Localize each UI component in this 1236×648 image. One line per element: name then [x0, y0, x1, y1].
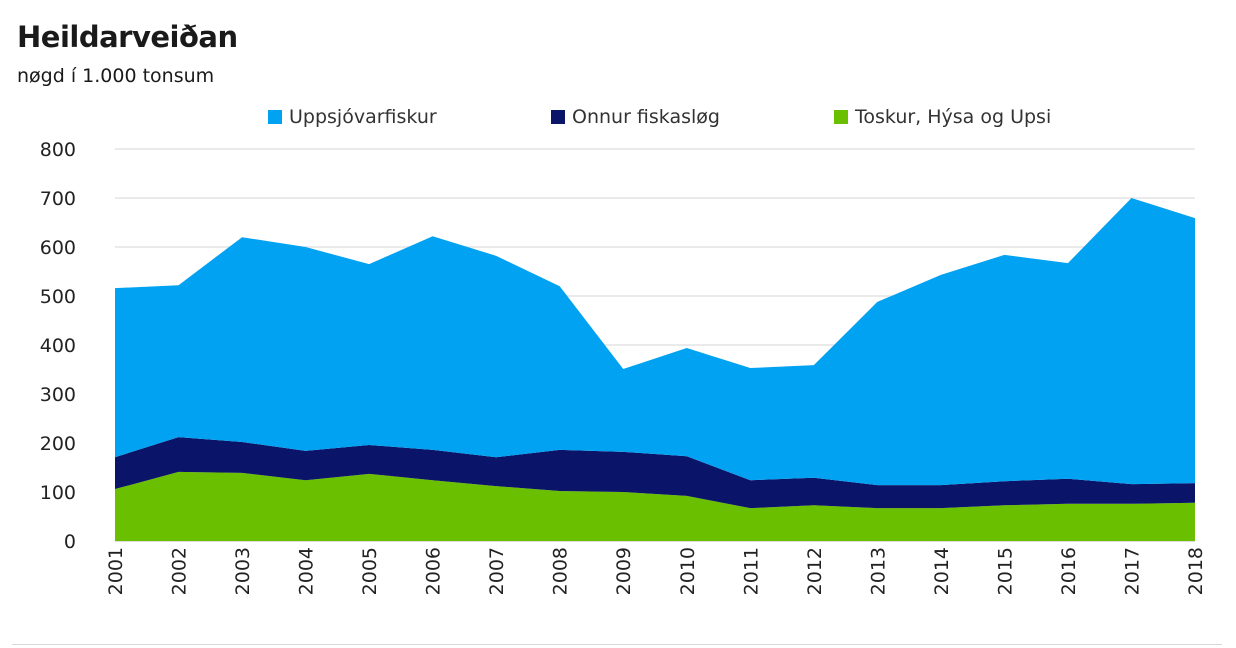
legend-swatch	[551, 110, 565, 124]
x-tick-label: 2012	[804, 547, 826, 595]
x-tick-label: 2003	[232, 547, 254, 595]
y-tick-label: 600	[40, 237, 76, 259]
x-tick-label: 2017	[1121, 547, 1143, 595]
x-tick-label: 2006	[423, 547, 445, 595]
area-series-uppsj-varfiskur	[115, 198, 1195, 486]
x-tick-label: 2007	[486, 547, 508, 595]
x-tick-label: 2008	[550, 547, 572, 595]
y-tick-label: 300	[40, 384, 76, 406]
x-tick-label: 2005	[359, 547, 381, 595]
legend: Uppsjóvarfiskur Onnur fiskasløg Toskur, …	[0, 106, 1236, 132]
x-tick-label: 2013	[867, 547, 889, 595]
x-tick-label: 2004	[296, 547, 318, 595]
x-tick-label: 2011	[740, 547, 762, 595]
chart-title: Heildarveiðan	[17, 20, 238, 54]
legend-item-uppsjovarfiskur: Uppsjóvarfiskur	[268, 106, 437, 128]
x-tick-label: 2015	[994, 547, 1016, 595]
chart-subtitle: nøgd í 1.000 tonsum	[17, 65, 215, 87]
x-tick-label: 2001	[105, 547, 127, 595]
y-tick-label: 800	[40, 139, 76, 161]
legend-label: Toskur, Hýsa og Upsi	[855, 106, 1052, 128]
x-tick-label: 2014	[931, 547, 953, 595]
x-tick-label: 2016	[1058, 547, 1080, 595]
x-tick-label: 2009	[613, 547, 635, 595]
y-tick-label: 700	[40, 188, 76, 210]
x-tick-label: 2018	[1185, 547, 1207, 595]
y-tick-label: 400	[40, 335, 76, 357]
legend-swatch	[268, 110, 282, 124]
legend-item-toskur-hysa-upsi: Toskur, Hýsa og Upsi	[834, 106, 1051, 128]
area-series-toskur-h-sa-og-upsi	[115, 471, 1195, 541]
legend-swatch	[834, 110, 848, 124]
legend-label: Onnur fiskasløg	[572, 106, 720, 128]
y-tick-label: 100	[40, 482, 76, 504]
area-series-onnur-fiskasl-g	[115, 437, 1195, 509]
y-tick-label: 0	[64, 531, 76, 553]
x-tick-label: 2002	[169, 547, 191, 595]
x-tick-label: 2010	[677, 547, 699, 595]
legend-label: Uppsjóvarfiskur	[289, 106, 437, 128]
legend-item-onnur-fiskaslog: Onnur fiskasløg	[551, 106, 720, 128]
y-tick-label: 200	[40, 433, 76, 455]
divider	[12, 644, 1222, 645]
y-tick-label: 500	[40, 286, 76, 308]
